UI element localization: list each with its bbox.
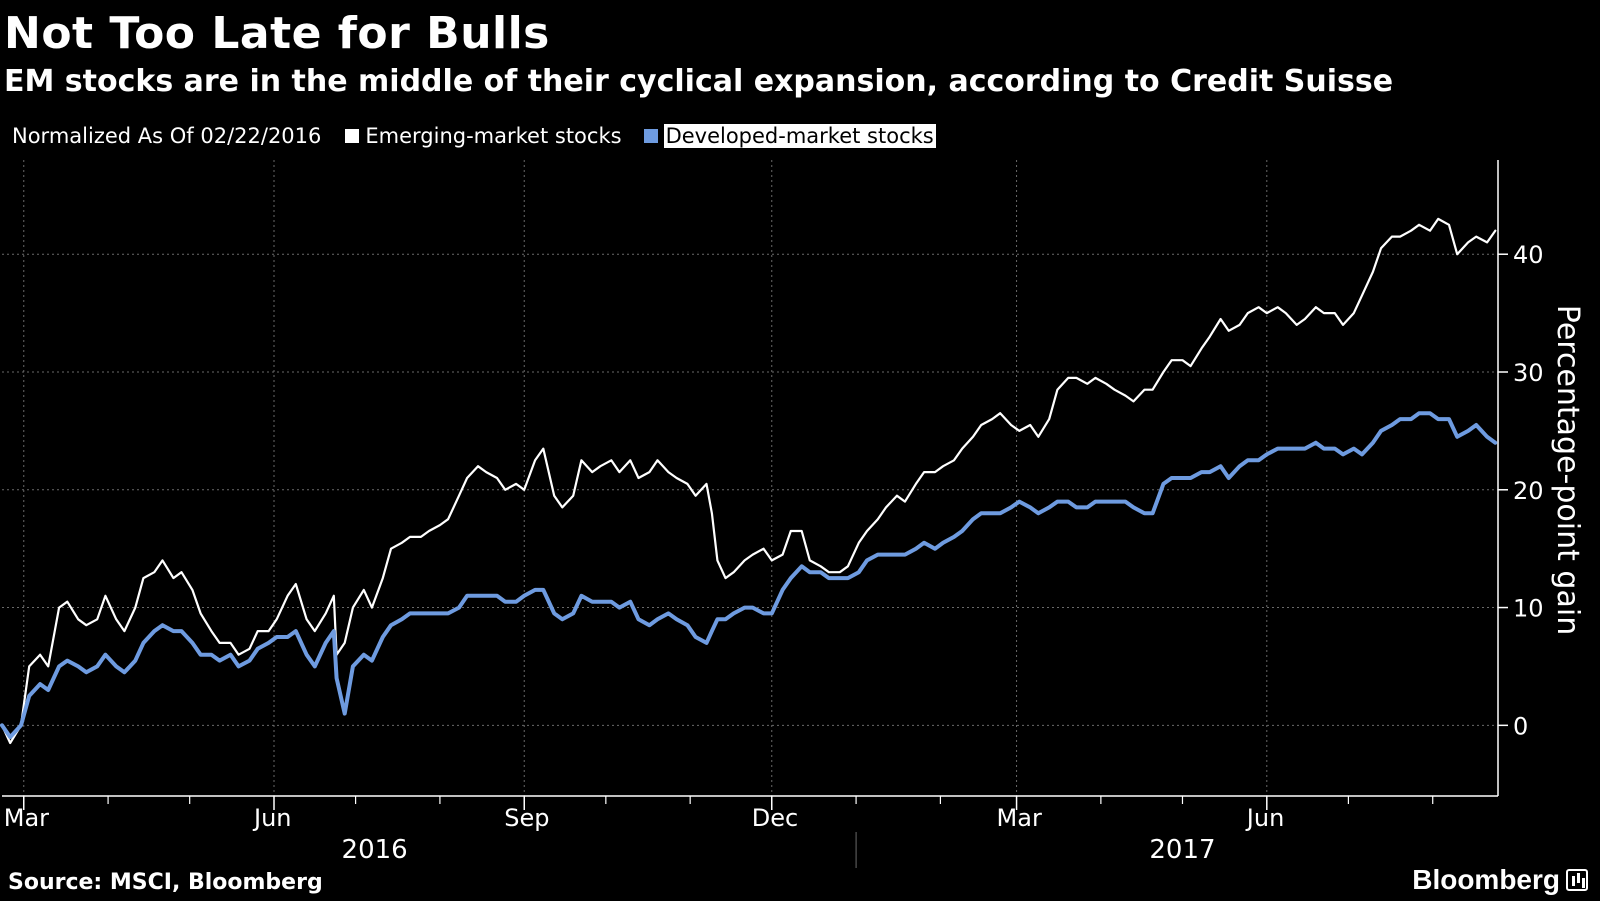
y-tick-label: 20	[1513, 477, 1544, 505]
legend: Normalized As Of 02/22/2016 Emerging-mar…	[12, 124, 958, 148]
x-tick-label: Dec	[752, 804, 798, 832]
x-tick-label: Mar	[997, 804, 1042, 832]
legend-swatch-emerging	[345, 129, 360, 143]
legend-swatch-developed	[643, 129, 658, 143]
brand: Bloomberg	[1412, 864, 1588, 896]
brand-name: Bloomberg	[1412, 864, 1560, 895]
x-tick-label: Sep	[504, 804, 549, 832]
x-tick-label: Jun	[252, 804, 292, 832]
y-tick-label: 0	[1513, 712, 1528, 740]
year-label: 2016	[342, 835, 408, 865]
y-axis-label: Percentage-point gain	[1550, 305, 1585, 635]
chart-title: Not Too Late for Bulls	[4, 8, 550, 59]
axes	[2, 160, 1508, 868]
legend-label-developed: Developed-market stocks	[663, 124, 936, 148]
y-tick-label: 30	[1513, 359, 1544, 387]
series-lines	[0, 217, 1498, 745]
legend-item-developed[interactable]: Developed-market stocks	[643, 124, 936, 148]
x-tick-label: Mar	[4, 804, 49, 832]
y-tick-label: 40	[1513, 241, 1544, 269]
legend-label-emerging: Emerging-market stocks	[365, 124, 622, 148]
gridlines	[2, 160, 1498, 796]
series-line-developed	[0, 411, 1498, 740]
bloomberg-chart-icon	[1566, 869, 1588, 891]
year-label: 2017	[1149, 835, 1215, 865]
normalization-note: Normalized As Of 02/22/2016	[12, 124, 322, 148]
axis-labels: 0 10 20 30 40 Mar Jun Sep Dec Mar Jun 2016 2017 Perce…	[4, 241, 1585, 865]
source-note: Source: MSCI, Bloomberg	[8, 870, 323, 895]
legend-item-emerging[interactable]: Emerging-market stocks	[345, 124, 622, 148]
series-line-emerging	[0, 217, 1497, 745]
chart-subtitle: EM stocks are in the middle of their cyc…	[4, 64, 1394, 99]
x-tick-label: Jun	[1245, 804, 1285, 832]
y-tick-label: 10	[1513, 595, 1544, 623]
